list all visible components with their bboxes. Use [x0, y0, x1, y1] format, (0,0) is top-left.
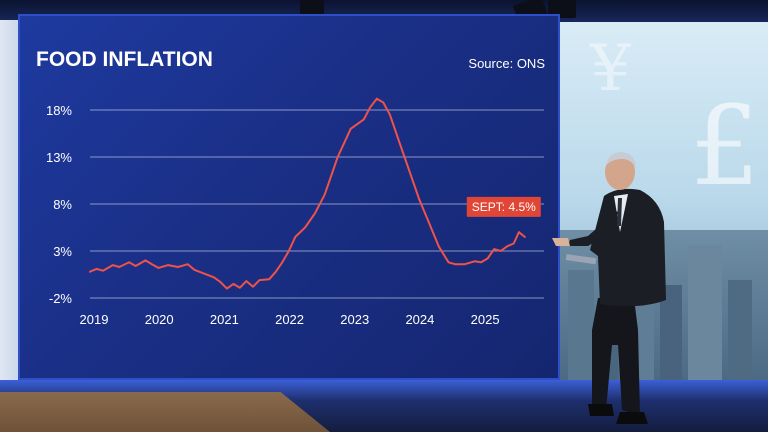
presenter-hand: [552, 238, 570, 246]
presenter-arm-lower: [598, 236, 616, 268]
x-tick-label: 2025: [471, 312, 500, 327]
y-tick-label: 18%: [46, 103, 72, 118]
y-tick-label: 8%: [53, 197, 72, 212]
presenter-hair: [606, 152, 636, 168]
studio-light: [300, 0, 324, 16]
currency-pound-icon: £: [690, 82, 760, 210]
sept-annotation: SEPT: 4.5%: [466, 196, 541, 217]
y-tick-label: 3%: [53, 244, 72, 259]
annotation-box: [466, 196, 541, 217]
presenter-tie: [617, 198, 622, 226]
presenter-arm-pointing: [568, 206, 618, 246]
x-tick-label: 2022: [275, 312, 304, 327]
x-tick-label: 2023: [340, 312, 369, 327]
x-tick-label: 2020: [145, 312, 174, 327]
studio-floor-wood: [0, 392, 330, 432]
chart-title: FOOD INFLATION: [36, 48, 213, 71]
annotation-label: SEPT: 4.5%: [472, 200, 536, 214]
currency-yen-icon: ¥: [590, 32, 631, 106]
presenter-shoe-left: [588, 404, 614, 416]
x-axis-tick-labels: 2019 2020 2021 2022 2023 2024 2025: [80, 312, 500, 327]
side-screen-left: [0, 20, 20, 380]
x-tick-label: 2021: [210, 312, 239, 327]
presenter-legs: [592, 298, 640, 416]
food-inflation-line: [89, 97, 526, 290]
studio-light: [548, 0, 576, 18]
tablet-icon: [565, 254, 597, 265]
x-tick-label: 2019: [80, 312, 109, 327]
x-tick-label: 2024: [405, 312, 434, 327]
y-axis-tick-labels: 18% 13% 8% 3% -2%: [46, 103, 72, 306]
presenter-head: [605, 154, 635, 190]
y-tick-label: -2%: [49, 291, 73, 306]
presenter-shoe-right: [616, 412, 648, 424]
y-tick-label: 13%: [46, 150, 72, 165]
chart-source: Source: ONS: [468, 56, 545, 71]
